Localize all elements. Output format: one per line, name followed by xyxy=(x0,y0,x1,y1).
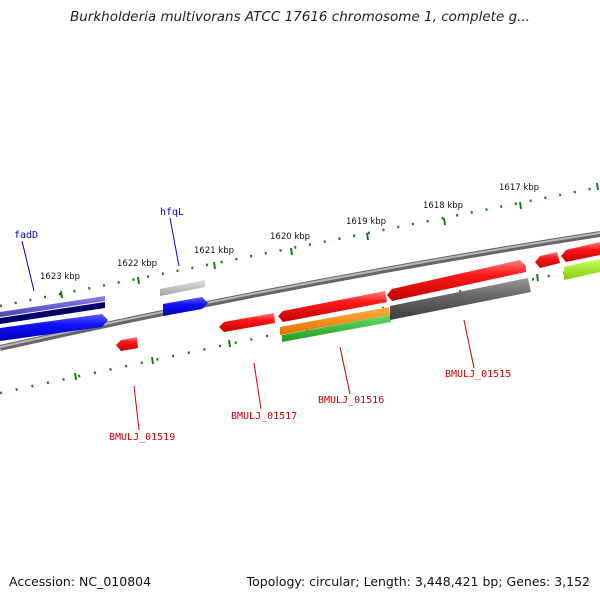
label-fadD[interactable]: fadD xyxy=(14,230,38,241)
genome-stats-text: Topology: circular; Length: 3,448,421 bp… xyxy=(246,574,590,589)
label-bmulj-01517[interactable]: BMULJ_01517 xyxy=(231,411,297,422)
gene-red-long[interactable] xyxy=(387,260,526,301)
label-leaders xyxy=(21,217,475,431)
gene-red-small-right[interactable] xyxy=(535,252,560,268)
map-title: Burkholderia multivorans ATCC 17616 chro… xyxy=(69,9,531,25)
gene-fadD[interactable] xyxy=(0,296,105,324)
ruler-label-1619: 1619 kbp xyxy=(346,217,386,227)
gene-bmulj-01515[interactable] xyxy=(390,278,531,320)
ruler-label-1621: 1621 kbp xyxy=(194,246,234,256)
label-hfqL[interactable]: hfqL xyxy=(160,207,184,218)
label-bmulj-01515[interactable]: BMULJ_01515 xyxy=(445,369,511,380)
ruler-label-1618: 1618 kbp xyxy=(423,201,463,211)
ruler-label-1617: 1617 kbp xyxy=(499,183,539,193)
gene-blue-hfq[interactable] xyxy=(163,297,208,316)
gene-bmulj-01516[interactable] xyxy=(278,291,387,322)
gene-blue-left[interactable] xyxy=(0,314,108,341)
ruler-label-1623: 1623 kbp xyxy=(40,272,80,282)
gene-orange[interactable] xyxy=(280,307,390,335)
gene-lime-right[interactable] xyxy=(564,259,600,280)
gene-hfqL[interactable] xyxy=(160,280,205,296)
accession-text: Accession: NC_010804 xyxy=(9,574,152,589)
gene-bmulj-01517[interactable] xyxy=(219,313,275,332)
upper-ruler-major-ticks xyxy=(60,182,599,299)
label-bmulj-01516[interactable]: BMULJ_01516 xyxy=(318,395,384,406)
gene-bmulj-01519[interactable] xyxy=(116,337,138,351)
label-bmulj-01519[interactable]: BMULJ_01519 xyxy=(109,432,175,443)
gene-red-right-edge[interactable] xyxy=(561,242,600,262)
ruler-label-1622: 1622 kbp xyxy=(117,259,157,269)
gene-green[interactable] xyxy=(282,315,391,342)
ruler-label-1620: 1620 kbp xyxy=(270,232,310,242)
